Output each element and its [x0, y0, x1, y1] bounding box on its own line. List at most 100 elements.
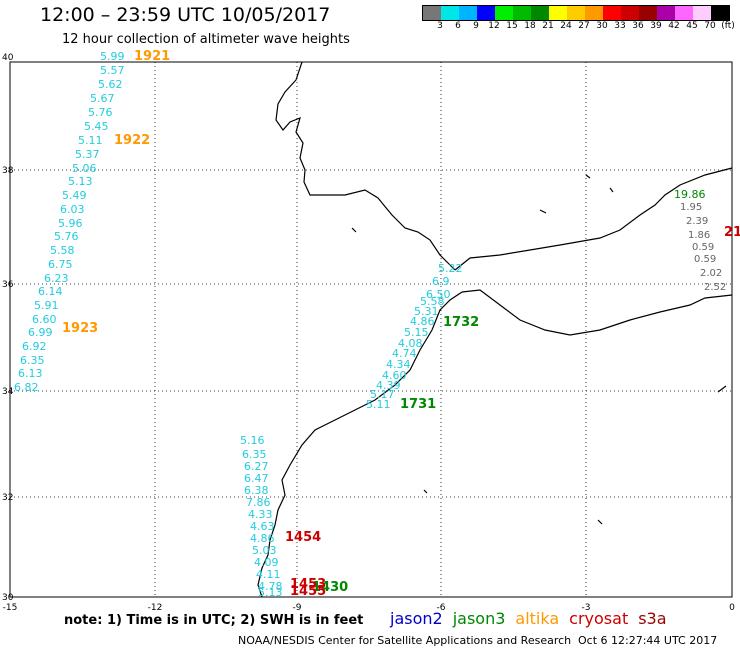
y-tick-label: 32	[2, 493, 13, 503]
wave-height-value: 5.76	[88, 106, 113, 119]
y-tick-label: 34	[2, 387, 14, 397]
altika-time-label: 1921	[134, 49, 170, 64]
wave-height-value: 5.13	[258, 586, 283, 599]
colorbar-tick-label: 21	[542, 21, 554, 31]
wave-height-value: 5.62	[98, 78, 123, 91]
colorbar-tick-label: 45	[686, 21, 698, 31]
wave-height-value: 4.08	[398, 337, 423, 350]
colorbar-tick-label: 9	[473, 21, 479, 31]
wave-height-value: 4.86	[250, 532, 275, 545]
wave-height-value: 6.47	[244, 472, 269, 485]
legend-item-altika: altika	[515, 609, 560, 628]
colorbar-tick-label: 39	[650, 21, 662, 31]
y-tick-label: 40	[2, 53, 14, 63]
wave-height-value: 5.22	[438, 262, 463, 275]
wave-height-value: 4.09	[254, 556, 279, 569]
wave-height-value: 6.35	[20, 354, 45, 367]
wave-height-value: 5.03	[252, 544, 277, 557]
x-tick-label: -9	[293, 603, 302, 613]
colorbar-tick-label: 18	[524, 21, 536, 31]
y-tick-label: 30	[2, 593, 14, 603]
colorbar-tick-label: 70	[704, 21, 716, 31]
altika-time-label: 1923	[62, 321, 98, 336]
jason3-time-label: 1430	[312, 580, 348, 595]
wave-height-value: 4.63	[250, 520, 275, 533]
colorbar-swatch	[657, 6, 675, 20]
map-frame	[9, 61, 733, 598]
colorbar-swatch	[675, 6, 693, 20]
coastline	[257, 61, 733, 598]
wave-height-value: 5.15	[404, 326, 429, 339]
credit-line: NOAA/NESDIS Center for Satellite Applica…	[238, 634, 572, 647]
wave-height-value: 6.99	[28, 326, 53, 339]
wave-height-value: 5.16	[240, 434, 265, 447]
legend-item-s3a: s3a	[638, 609, 667, 628]
colorbar-swatch	[477, 6, 495, 20]
wave-height-value: 6.50	[426, 288, 451, 301]
colorbar-tick-label: 42	[668, 21, 680, 31]
colorbar-tick-label: 3	[437, 21, 443, 31]
colorbar-swatch	[693, 6, 711, 20]
wave-height-value: 6.60	[32, 313, 57, 326]
satellite-legend: jason2 jason3 altika cryosat s3a	[390, 609, 677, 628]
wave-height-value: 5.67	[90, 92, 115, 105]
legend-item-jason2: jason2	[390, 609, 443, 628]
y-tick-label: 38	[2, 166, 14, 176]
colorbar-swatch	[621, 6, 639, 20]
wave-height-value: 0.59	[694, 254, 716, 265]
wave-height-value: 5.13	[68, 175, 93, 188]
wave-height-value: 5.58	[420, 295, 445, 308]
wave-height-value: 5.17	[370, 388, 395, 401]
wave-height-value: 6.35	[242, 448, 267, 461]
cryosat-time-label: 21	[724, 225, 740, 240]
wave-height-value: 5.49	[62, 189, 87, 202]
map-title: 12:00 – 23:59 UTC 10/05/2017	[40, 4, 331, 26]
wave-height-value: 4.78	[258, 580, 283, 593]
wave-height-value: 5.76	[54, 230, 79, 243]
colorbar-swatch	[567, 6, 585, 20]
colorbar-swatch	[549, 6, 567, 20]
altika-time-label: 1922	[114, 133, 150, 148]
wave-height-value: 2.52	[704, 282, 726, 293]
wave-height-value: 1.86	[688, 230, 710, 241]
cryosat-time-label: 1455	[290, 584, 326, 599]
cryosat-time-label: 1454	[285, 530, 321, 545]
wave-height-value: 6.03	[60, 203, 85, 216]
jason3-time-label: 1732	[443, 315, 479, 330]
colorbar-tick-label: 12	[488, 21, 500, 31]
footer-note: note: 1) Time is in UTC; 2) SWH is in fe…	[64, 613, 364, 628]
wave-height-value: 1.95	[680, 202, 702, 213]
colorbar-swatch	[495, 6, 513, 20]
legend-item-jason3: jason3	[452, 609, 506, 628]
legend-item-cryosat: cryosat	[569, 609, 629, 628]
wave-height-value: 5.99	[100, 50, 125, 63]
wave-height-value: 6.75	[48, 258, 73, 271]
colorbar-tick-label: 15	[506, 21, 518, 31]
generated-timestamp: Oct 6 12:27:44 UTC 2017	[578, 634, 718, 647]
x-tick-label: -6	[437, 603, 446, 613]
x-tick-label: 0	[729, 603, 735, 613]
colorbar-swatch	[513, 6, 531, 20]
colorbar-swatch	[639, 6, 657, 20]
wave-height-value: 19.86	[674, 188, 706, 201]
colorbar-tick-label: 30	[596, 21, 608, 31]
wave-height-value: 5.37	[75, 148, 100, 161]
colorbar-tick-label: 27	[578, 21, 590, 31]
colorbar-swatch	[585, 6, 603, 20]
wave-height-value: 5.57	[100, 64, 125, 77]
colorbar-swatch	[423, 6, 441, 20]
wave-height-value: 6.14	[38, 285, 63, 298]
wave-height-value: 7.86	[246, 496, 271, 509]
colorbar-swatch	[441, 6, 459, 20]
wave-height-value: 5.11	[78, 134, 103, 147]
wave-height-value: 4.33	[248, 508, 273, 521]
wave-height-value: 2.02	[700, 268, 722, 279]
colorbar-tick-label: 36	[632, 21, 644, 31]
wave-height-value: 5.06	[72, 162, 97, 175]
wave-height-value: 6.92	[22, 340, 47, 353]
wave-height-value: 4.86	[410, 315, 435, 328]
colorbar-tick-label: 33	[614, 21, 626, 31]
y-tick-label: 36	[2, 280, 14, 290]
map-subtitle: 12 hour collection of altimeter wave hei…	[62, 32, 350, 47]
